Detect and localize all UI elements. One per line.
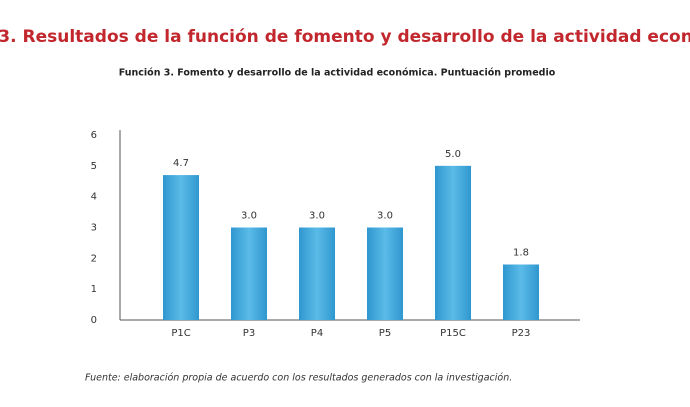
value-label: 5.0	[445, 149, 461, 160]
bar	[503, 264, 539, 320]
x-tick-label: P23	[512, 328, 531, 339]
source-note: Fuente: elaboración propia de acuerdo co…	[85, 373, 512, 384]
value-label: 3.0	[377, 211, 393, 222]
y-tick-label: 2	[91, 253, 97, 264]
y-tick-label: 1	[91, 284, 97, 295]
bar	[231, 227, 267, 320]
bar	[435, 165, 471, 320]
value-label: 4.7	[173, 158, 189, 169]
y-tick-label: 5	[91, 161, 97, 172]
y-tick-label: 4	[91, 192, 97, 203]
x-tick-label: P1C	[171, 328, 190, 339]
y-tick-label: 6	[91, 130, 97, 141]
x-tick-label: P5	[379, 328, 391, 339]
chart-title: Gráfica 3. Resultados de la función de f…	[0, 27, 690, 47]
bar	[163, 175, 199, 320]
x-tick-label: P15C	[440, 328, 466, 339]
value-label: 3.0	[309, 211, 325, 222]
bar	[299, 227, 335, 320]
chart-subtitle: Función 3. Fomento y desarrollo de la ac…	[119, 68, 556, 79]
y-tick-label: 0	[91, 315, 97, 326]
value-label: 1.8	[513, 248, 529, 259]
x-tick-label: P3	[243, 328, 255, 339]
bar	[367, 227, 403, 320]
value-label: 3.0	[241, 211, 257, 222]
x-tick-label: P4	[311, 328, 323, 339]
y-tick-label: 3	[91, 223, 97, 234]
